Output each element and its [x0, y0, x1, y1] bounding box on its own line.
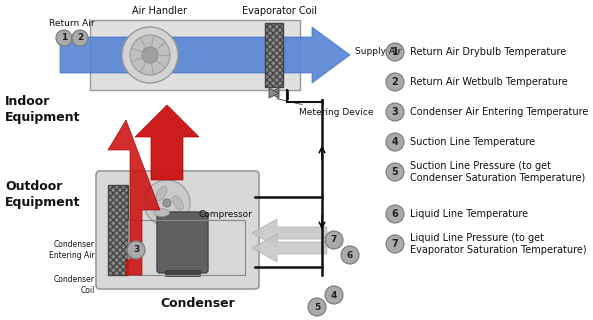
Text: 3: 3 — [391, 107, 398, 117]
Bar — [286, 90, 289, 100]
Ellipse shape — [154, 209, 170, 217]
Text: Condenser
Coil: Condenser Coil — [54, 275, 95, 295]
Polygon shape — [269, 88, 279, 98]
Text: 5: 5 — [391, 167, 398, 177]
Circle shape — [386, 73, 404, 91]
Bar — [90, 20, 300, 90]
Text: Evaporator Coil: Evaporator Coil — [243, 6, 317, 16]
Circle shape — [144, 180, 190, 226]
Text: Compressor: Compressor — [198, 210, 252, 219]
Bar — [108, 185, 128, 275]
Text: 1: 1 — [391, 47, 398, 57]
Circle shape — [325, 286, 343, 304]
Text: Indoor
Equipment: Indoor Equipment — [5, 95, 81, 124]
FancyBboxPatch shape — [96, 171, 259, 289]
Ellipse shape — [156, 186, 167, 201]
Circle shape — [142, 47, 158, 63]
Bar — [165, 270, 200, 276]
Text: Suction Line Pressure (to get
Condenser Saturation Temperature): Suction Line Pressure (to get Condenser … — [410, 161, 585, 183]
Circle shape — [122, 27, 178, 83]
Text: Air Handler: Air Handler — [132, 6, 187, 16]
Text: Supply Air: Supply Air — [355, 47, 401, 57]
Text: 3: 3 — [133, 245, 139, 254]
Circle shape — [127, 241, 145, 259]
Circle shape — [56, 30, 72, 46]
Circle shape — [386, 133, 404, 151]
Circle shape — [386, 163, 404, 181]
Text: 7: 7 — [331, 236, 337, 244]
Text: Return Air Wetbulb Temperature: Return Air Wetbulb Temperature — [410, 77, 568, 87]
Text: 5: 5 — [314, 302, 320, 311]
Circle shape — [325, 231, 343, 249]
Text: 7: 7 — [391, 239, 398, 249]
Circle shape — [130, 35, 170, 75]
Text: Condenser Air Entering Temperature: Condenser Air Entering Temperature — [410, 107, 588, 117]
Circle shape — [386, 205, 404, 223]
Text: Outdoor
Equipment: Outdoor Equipment — [5, 180, 81, 209]
Polygon shape — [108, 120, 160, 275]
Circle shape — [386, 235, 404, 253]
Text: 2: 2 — [391, 77, 398, 87]
Text: 4: 4 — [391, 137, 398, 147]
Circle shape — [308, 298, 326, 316]
Text: 2: 2 — [77, 34, 83, 43]
Text: 6: 6 — [391, 209, 398, 219]
Circle shape — [386, 103, 404, 121]
Polygon shape — [252, 234, 327, 262]
Text: 1: 1 — [61, 34, 67, 43]
Text: Liquid Line Pressure (to get
Evaporator Saturation Temperature): Liquid Line Pressure (to get Evaporator … — [410, 233, 586, 255]
Polygon shape — [269, 88, 279, 98]
Text: Suction Line Temperature: Suction Line Temperature — [410, 137, 535, 147]
Circle shape — [72, 30, 88, 46]
Circle shape — [341, 246, 359, 264]
Circle shape — [386, 43, 404, 61]
Text: 6: 6 — [347, 251, 353, 260]
Ellipse shape — [173, 196, 183, 210]
Polygon shape — [60, 27, 350, 83]
Text: Return Air: Return Air — [49, 19, 95, 28]
Polygon shape — [135, 105, 199, 180]
Text: Condenser: Condenser — [160, 297, 235, 310]
Text: Metering Device: Metering Device — [277, 99, 374, 117]
Circle shape — [163, 199, 171, 207]
Text: Liquid Line Temperature: Liquid Line Temperature — [410, 209, 528, 219]
Text: Condenser
Entering Air: Condenser Entering Air — [49, 240, 95, 260]
Bar — [128, 220, 245, 275]
Polygon shape — [252, 219, 327, 247]
Bar — [265, 23, 283, 87]
Text: 4: 4 — [331, 291, 337, 300]
FancyBboxPatch shape — [157, 212, 208, 273]
Text: Return Air Drybulb Temperature: Return Air Drybulb Temperature — [410, 47, 566, 57]
